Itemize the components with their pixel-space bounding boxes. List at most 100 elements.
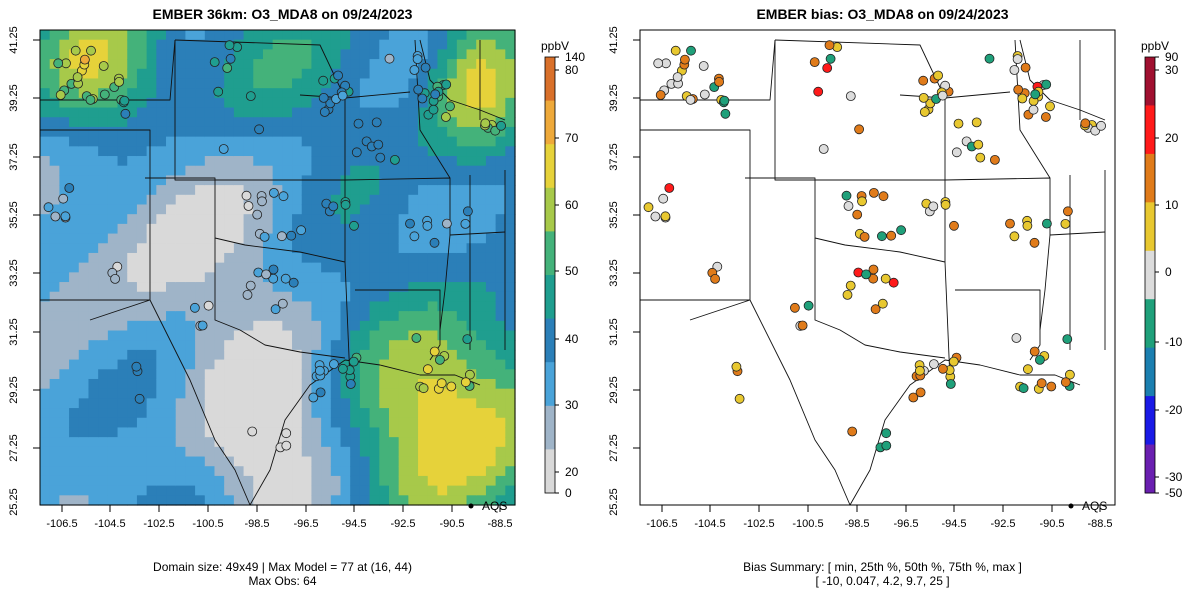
- state-border: [749, 299, 851, 506]
- aqs-site-marker: [337, 363, 348, 374]
- x-tick-label: -96.5: [293, 518, 318, 530]
- state-border: [40, 39, 176, 101]
- aqs-site-marker: [333, 70, 344, 81]
- aqs-site-marker: [650, 211, 661, 222]
- aqs-site-marker: [384, 53, 395, 64]
- aqs-site-marker: [351, 147, 362, 158]
- aqs-site-marker: [670, 45, 681, 56]
- x-tick-label: -94.5: [341, 518, 366, 530]
- colorbar-tick-label: 80: [565, 63, 579, 77]
- aqs-site-marker: [429, 346, 440, 357]
- aqs-site-marker: [85, 95, 96, 105]
- y-tick-label: 37.25: [8, 143, 20, 171]
- state-border: [449, 231, 506, 236]
- aqs-site-marker: [1017, 93, 1028, 104]
- x-tick-label: -98.5: [244, 518, 269, 530]
- aqs-site-marker: [803, 300, 814, 311]
- aqs-site-marker: [896, 225, 907, 236]
- y-tick-label: 29.25: [608, 376, 620, 404]
- aqs-site-marker: [1036, 378, 1047, 389]
- aqs-site-marker: [843, 201, 854, 211]
- aqs-site-marker: [446, 381, 457, 392]
- aqs-site-marker: [1030, 89, 1041, 100]
- state-border: [849, 359, 1081, 506]
- aqs-site-marker: [914, 365, 925, 376]
- state-border: [1049, 231, 1106, 236]
- aqs-site-marker: [337, 90, 348, 101]
- y-tick-label: 35.25: [608, 201, 620, 229]
- aqs-site-marker: [259, 231, 270, 242]
- aqs-site-marker: [418, 383, 429, 394]
- aqs-site-marker: [881, 440, 892, 451]
- aqs-observation-points: [43, 40, 507, 453]
- aqs-site-marker: [409, 65, 420, 75]
- aqs-site-marker: [430, 89, 441, 100]
- bias-observation-points: [643, 40, 1107, 453]
- aqs-site-marker: [99, 89, 110, 100]
- aqs-site-marker: [345, 379, 356, 389]
- aqs-site-marker: [672, 72, 683, 82]
- aqs-site-marker: [1018, 383, 1029, 394]
- aqs-site-marker: [131, 361, 142, 372]
- aqs-site-marker: [328, 359, 339, 370]
- aqs-site-marker: [197, 320, 208, 331]
- aqs-site-marker: [460, 377, 471, 388]
- aqs-site-marker: [643, 202, 654, 213]
- map-axes: -106.5 -104.5 -102.5 -100.5 -98.5 -96.5 -94.5 -…: [608, 26, 1113, 530]
- aqs-site-marker: [349, 220, 359, 231]
- aqs-site-marker: [658, 193, 669, 204]
- x-tick-label: -90.5: [1039, 518, 1064, 530]
- aqs-site-marker: [1041, 218, 1052, 229]
- aqs-site-marker: [55, 90, 66, 100]
- aqs-site-marker: [710, 273, 720, 284]
- aqs-site-marker: [664, 183, 675, 193]
- aqs-site-marker: [411, 333, 422, 343]
- aqs-site-marker: [878, 191, 889, 202]
- model-caption-line1: Domain size: 49x49 | Max Model = 77 at (…: [153, 560, 412, 574]
- aqs-site-marker: [441, 79, 452, 90]
- model-map: -106.5 -104.5 -102.5 -100.5 -98.5 -96.5 -94.5 -…: [8, 26, 585, 530]
- aqs-site-marker: [719, 95, 730, 106]
- colorbar-tick-label: -50: [1165, 486, 1183, 500]
- x-tick-label: -102.5: [743, 518, 774, 530]
- aqs-site-marker: [189, 302, 200, 313]
- aqs-site-marker: [308, 392, 319, 403]
- aqs-site-marker: [841, 190, 852, 201]
- aqs-site-marker: [460, 218, 471, 229]
- aqs-site-marker: [98, 61, 109, 71]
- aqs-site-marker: [1029, 237, 1040, 248]
- aqs-site-marker: [64, 183, 75, 193]
- aqs-site-marker: [257, 196, 267, 207]
- aqs-site-marker: [1028, 104, 1039, 115]
- aqs-site-marker: [209, 57, 220, 67]
- aqs-site-marker: [971, 117, 982, 128]
- colorbar-tick-label: 0: [1165, 265, 1172, 279]
- aqs-site-marker: [318, 75, 329, 86]
- x-tick-label: -98.5: [844, 518, 869, 530]
- y-tick-label: 25.25: [608, 488, 620, 516]
- aqs-site-marker: [328, 201, 339, 212]
- aqs-site-marker: [86, 45, 96, 56]
- model-panel-title: EMBER 36km: O3_MDA8 on 09/24/2023: [152, 6, 413, 22]
- map-axes: -106.5 -104.5 -102.5 -100.5 -98.5 -96.5 -94.5 -…: [8, 26, 513, 530]
- aqs-site-marker: [245, 280, 256, 291]
- colorbar-segment: [545, 405, 555, 450]
- colorbar-tick-label: 30: [565, 398, 579, 412]
- x-tick-label: -104.5: [694, 518, 725, 530]
- aqs-site-marker: [50, 211, 61, 222]
- aqs-site-marker: [1096, 120, 1107, 131]
- aqs-site-marker: [857, 196, 867, 207]
- aqs-site-marker: [918, 93, 929, 103]
- aqs-site-marker: [203, 300, 214, 311]
- aqs-site-marker: [699, 89, 710, 100]
- colorbar-segment: [545, 100, 555, 145]
- aqs-site-marker: [854, 124, 865, 135]
- x-tick-label: -88.5: [1087, 518, 1112, 530]
- aqs-site-marker: [813, 86, 824, 97]
- aqs-site-marker: [984, 53, 995, 64]
- colorbar-tick-label: 40: [565, 332, 579, 346]
- aqs-site-marker: [824, 40, 835, 51]
- aqs-site-marker: [1005, 218, 1015, 229]
- bias-panel-title: EMBER bias: O3_MDA8 on 09/24/2023: [756, 6, 1009, 22]
- aqs-site-marker: [134, 393, 145, 404]
